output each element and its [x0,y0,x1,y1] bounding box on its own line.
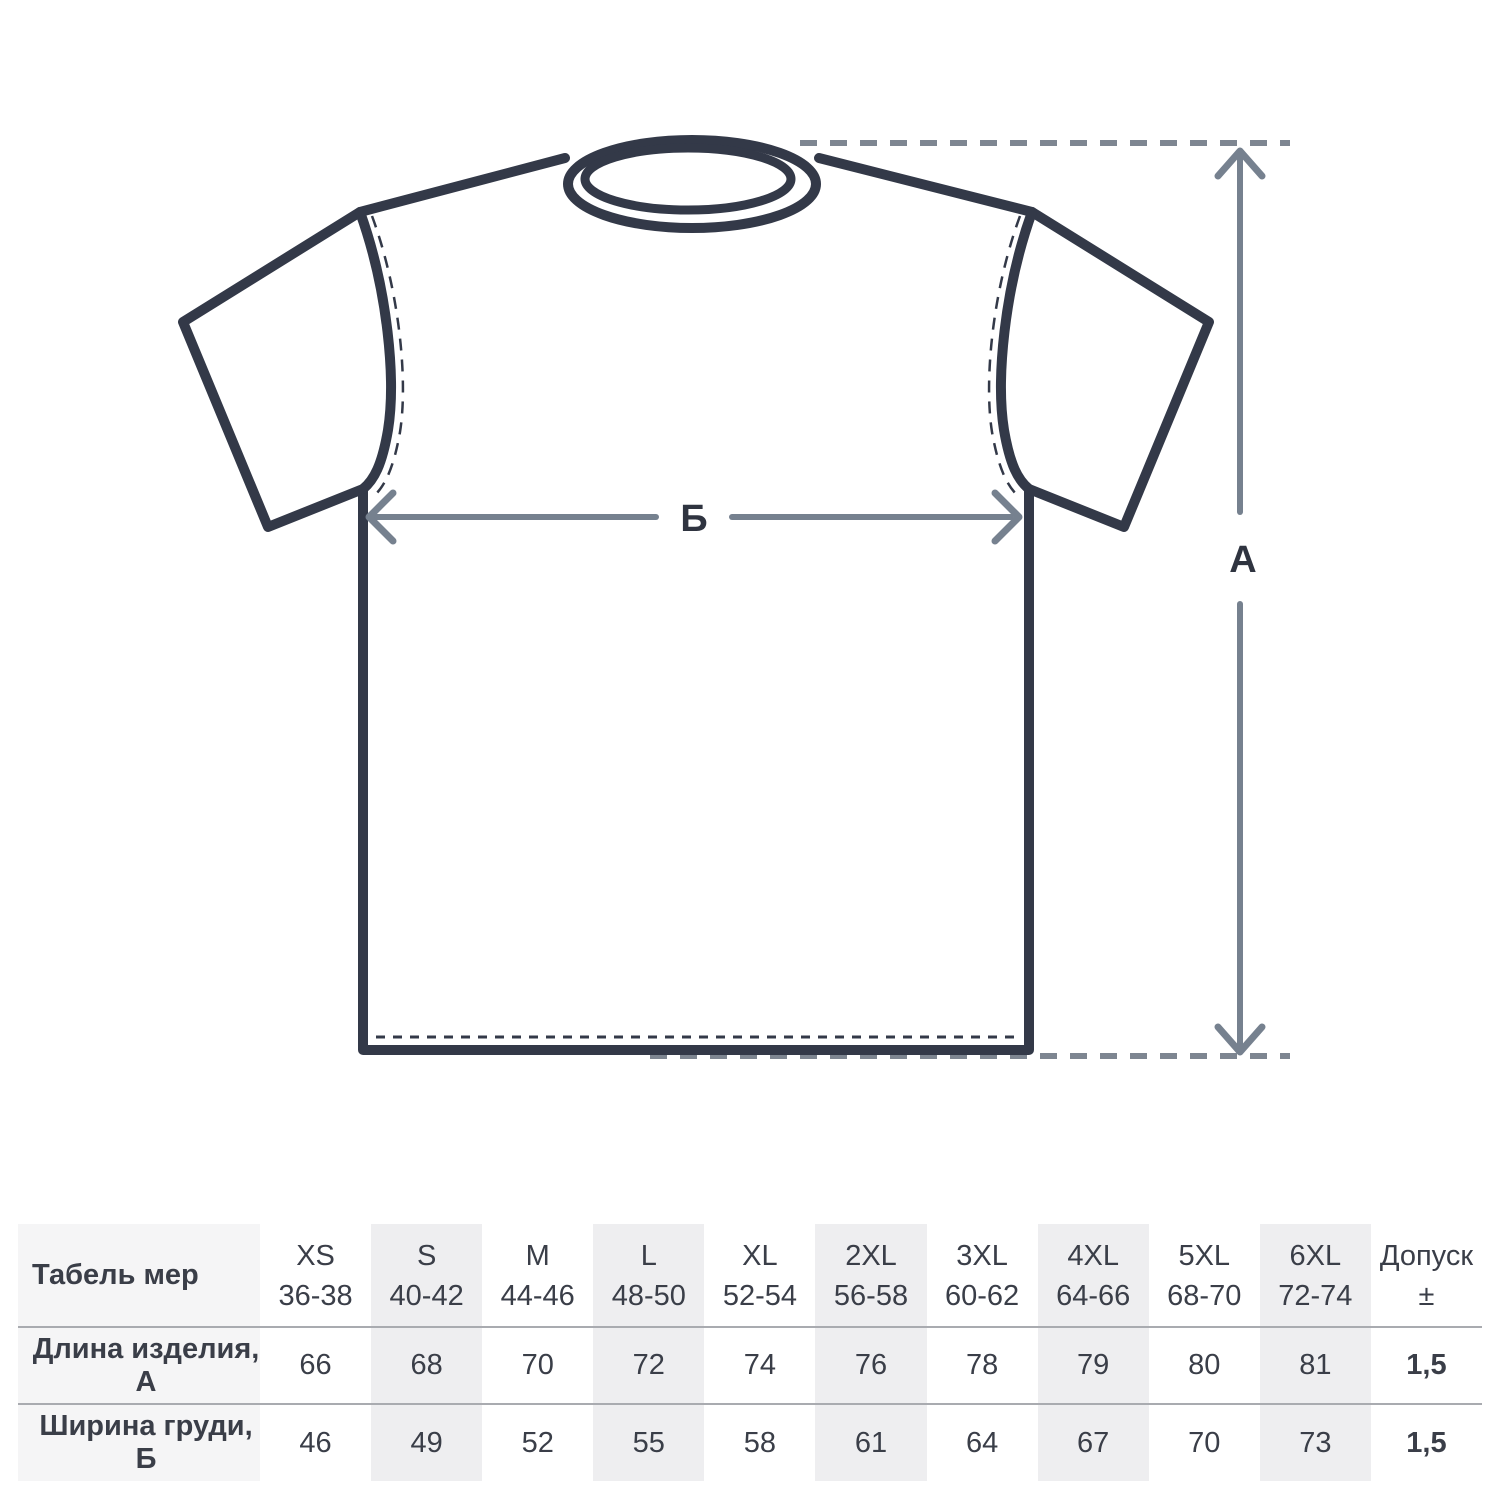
length-value-3: 72 [593,1326,705,1403]
column-size-10: Допуск [1379,1239,1474,1272]
column-range-8: 68-70 [1167,1279,1242,1312]
column-size-4: XL [742,1239,778,1272]
width-value-1: 49 [371,1403,483,1481]
left-armhole-seam [355,207,396,494]
left-armhole-stitch [370,215,405,496]
right-armhole-seam [996,207,1037,494]
right-sleeve [814,153,1214,532]
band-column-5 [815,1224,927,1481]
column-header-9: 6XL 72-74 [1260,1224,1371,1326]
table-grid: Табель мер XS 36-38 S 40-42 M 44-46 L 48-50 XL 52-… [18,1224,1482,1481]
column-header-10: Допуск ± [1371,1224,1482,1326]
tshirt-body [358,484,1034,1055]
length-arrowhead-top [1214,147,1266,180]
width-value-4: 58 [704,1403,816,1481]
tshirt-outline [178,135,1214,1055]
length-value-0: 66 [260,1326,372,1403]
length-value-1: 68 [371,1326,483,1403]
band-label-column [18,1224,260,1481]
width-value-7: 67 [1037,1403,1149,1481]
tshirt-measurement-diagram: Б А [178,135,1290,1059]
column-header-2: M 44-46 [482,1224,593,1326]
column-range-6: 60-62 [944,1279,1020,1312]
width-value-8: 70 [1148,1403,1260,1481]
column-header-3: L 48-50 [593,1224,704,1326]
row-label-length: Длина изделия, А [18,1326,260,1403]
width-arrowhead-left [365,489,397,545]
width-value-10: 1,5 [1370,1403,1482,1481]
column-header-5: 2XL 56-58 [815,1224,926,1326]
column-size-6: 3XL [956,1239,1008,1272]
column-size-8: 5XL [1178,1239,1231,1272]
band-column-9 [1259,1224,1371,1481]
column-header-6: 3XL 60-62 [927,1224,1038,1326]
column-header-7: 4XL 64-66 [1038,1224,1149,1326]
table-band-layer [18,1224,1482,1481]
column-header-8: 5XL 68-70 [1149,1224,1260,1326]
width-value-0: 46 [260,1403,372,1481]
collar-outer [563,135,821,233]
column-size-0: XS [296,1239,335,1272]
column-range-9: 72-74 [1278,1279,1353,1312]
column-range-2: 44-46 [500,1279,575,1312]
band-column-3 [593,1224,705,1481]
length-dimension-label: А [1229,539,1256,581]
length-value-5: 76 [815,1326,927,1403]
column-header-0: XS 36-38 [260,1224,371,1326]
length-value-2: 70 [482,1326,594,1403]
length-value-7: 79 [1037,1326,1149,1403]
length-value-8: 80 [1148,1326,1260,1403]
left-sleeve [178,153,570,532]
column-header-1: S 40-42 [371,1224,482,1326]
row-label-width: Ширина груди, Б [18,1403,260,1481]
column-size-9: 6XL [1289,1239,1342,1272]
right-armhole-stitch [987,215,1022,496]
column-size-1: S [416,1239,437,1272]
band-column-1 [371,1224,483,1481]
column-range-10: ± [1418,1279,1435,1312]
column-header-4: XL 52-54 [704,1224,815,1326]
column-range-7: 64-66 [1056,1279,1131,1312]
length-value-4: 74 [704,1326,816,1403]
width-value-2: 52 [482,1403,594,1481]
size-table: Табель мер XS 36-38 S 40-42 M 44-46 L 48-50 XL 52-… [18,1224,1482,1481]
width-value-9: 73 [1259,1403,1371,1481]
length-value-10: 1,5 [1370,1326,1482,1403]
column-size-3: L [640,1239,657,1272]
column-size-5: 2XL [845,1239,897,1272]
length-arrowhead-bottom [1214,1023,1266,1056]
band-column-7 [1037,1224,1149,1481]
width-dimension-label: Б [680,498,707,540]
column-range-3: 48-50 [611,1279,686,1312]
width-value-6: 64 [926,1403,1038,1481]
dimension-arrows [365,147,1266,1056]
table-title: Табель мер [32,1258,199,1291]
column-range-5: 56-58 [833,1279,909,1312]
length-value-9: 81 [1259,1326,1371,1403]
column-range-0: 36-38 [278,1279,353,1312]
column-range-1: 40-42 [389,1279,464,1312]
column-size-7: 4XL [1067,1239,1119,1272]
width-value-5: 61 [815,1403,927,1481]
width-arrowhead-right [991,489,1023,545]
collar-inner [580,143,796,215]
length-value-6: 78 [926,1326,1038,1403]
column-range-4: 52-54 [722,1279,797,1312]
column-size-2: M [525,1239,550,1272]
width-value-3: 55 [593,1403,705,1481]
